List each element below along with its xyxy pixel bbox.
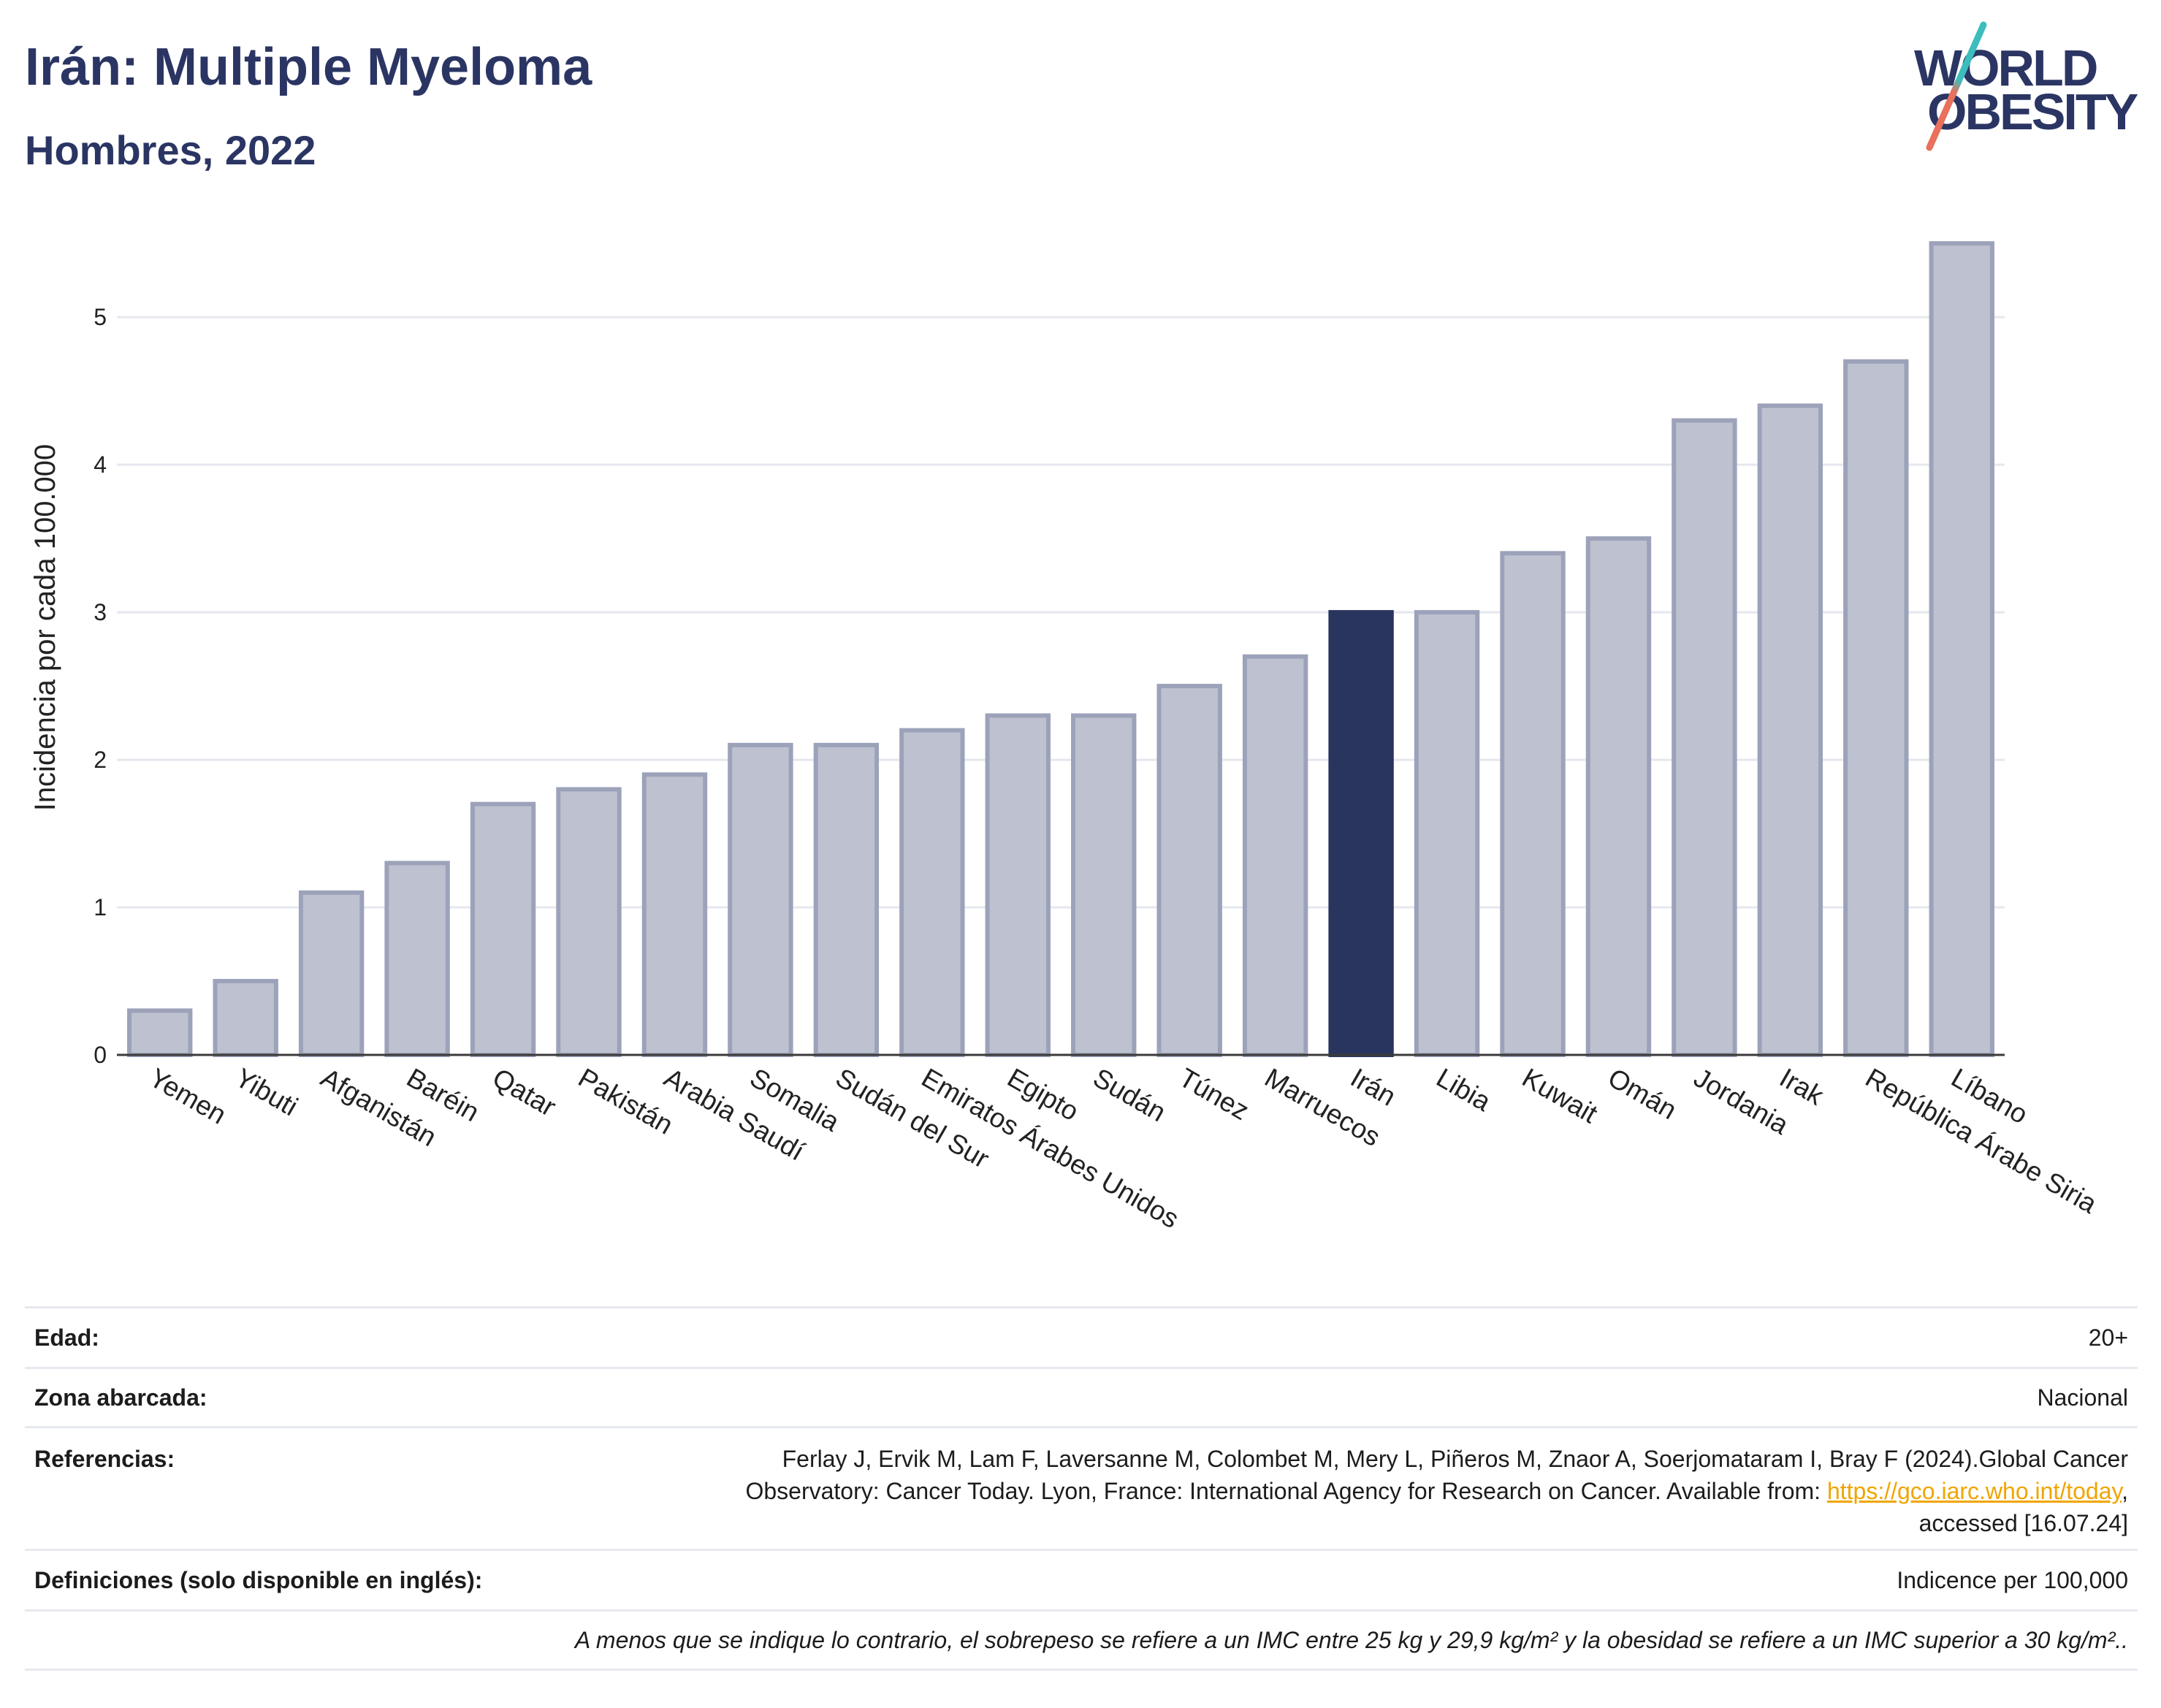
area-value: Nacional [2037, 1384, 2128, 1411]
x-tick-label-irak: Irak [1775, 1062, 1829, 1111]
x-tick-label-yemen: Yemen [145, 1062, 232, 1129]
y-axis-tick-labels: 0 1 2 3 4 5 [94, 304, 107, 1068]
table-row-age: Edad: 20+ [25, 1306, 2138, 1367]
logo-slash-icon [1926, 21, 1987, 151]
x-tick-label-iran: Irán [1346, 1062, 1401, 1111]
bar-republica-arabe-siria [1843, 359, 1909, 1057]
bar-oman [1585, 536, 1652, 1057]
logo-slash-stroke [1926, 21, 1987, 151]
bar-arabia-saudi [641, 772, 708, 1057]
bar-marruecos [1242, 654, 1308, 1057]
bars [127, 241, 1994, 1058]
logo-word-obesity: OBESITY [1927, 83, 2138, 140]
references-text-end: , accessed [16.07.24] [1918, 1478, 2128, 1536]
bar-barein [384, 861, 450, 1057]
y-tick-label-2: 2 [94, 747, 107, 773]
y-tick-label-0: 0 [94, 1042, 107, 1068]
bar-libia [1414, 610, 1480, 1057]
bar-sudan-del-sur [813, 742, 880, 1057]
y-tick-label-1: 1 [94, 894, 107, 920]
bar-somalia [728, 742, 793, 1057]
bar-qatar [470, 801, 536, 1058]
definitions-label: Definiciones (solo disponible en inglés)… [34, 1567, 483, 1593]
bar-egipto [985, 713, 1051, 1057]
y-tick-label-4: 4 [94, 451, 107, 478]
table-row-references: Referencias: Ferlay J, Ervik M, Lam F, L… [25, 1426, 2138, 1549]
definitions-value: Indicence per 100,000 [1897, 1567, 2128, 1593]
y-tick-label-3: 3 [94, 599, 107, 625]
references-value: Ferlay J, Ervik M, Lam F, Laversanne M, … [682, 1443, 2128, 1539]
y-axis-title: Incidencia por cada 100.000 [29, 444, 61, 812]
bar-sudan [1071, 713, 1137, 1057]
table-row-note: A menos que se indique lo contrario, el … [25, 1609, 2138, 1671]
bar-pakistan [556, 787, 622, 1057]
info-table: Edad: 20+ Zona abarcada: Nacional Refere… [25, 1306, 2138, 1671]
x-tick-label-oman: Omán [1603, 1062, 1682, 1125]
age-value: 20+ [2088, 1324, 2128, 1351]
bar-yibuti [213, 979, 278, 1057]
x-tick-label-yibuti: Yibuti [230, 1062, 302, 1121]
references-link[interactable]: https://gco.iarc.who.int/today [1826, 1478, 2122, 1504]
table-row-area: Zona abarcada: Nacional [25, 1367, 2138, 1426]
x-tick-label-jordania: Jordania [1689, 1062, 1794, 1140]
bar-kuwait [1500, 551, 1566, 1057]
logo-word-world: WORLD [1914, 39, 2098, 96]
bar-irak [1757, 403, 1823, 1057]
x-tick-label-sudan: Sudán [1089, 1062, 1171, 1127]
x-tick-label-tunez: Túnez [1174, 1062, 1254, 1126]
x-tick-label-kuwait: Kuwait [1517, 1062, 1603, 1129]
table-row-definitions: Definiciones (solo disponible en inglés)… [25, 1549, 2138, 1609]
bar-iran [1328, 610, 1394, 1057]
chart-title: Irán: Multiple Myeloma [25, 38, 592, 96]
chart-subtitle: Hombres, 2022 [25, 127, 316, 173]
world-obesity-logo[interactable]: WORLD OBESITY [1899, 15, 2148, 161]
x-tick-label-qatar: Qatar [487, 1062, 561, 1122]
x-tick-label-pakistan: Pakistán [573, 1062, 678, 1140]
references-label: Referencias: [34, 1446, 175, 1472]
y-tick-label-5: 5 [94, 304, 107, 330]
bar-yemen [127, 1008, 193, 1058]
bar-libano [1929, 241, 1994, 1058]
bar-jordania [1672, 418, 1737, 1057]
bar-emiratos-arabes-unidos [899, 728, 965, 1058]
bar-tunez [1156, 684, 1222, 1057]
x-tick-label-libia: Libia [1431, 1062, 1496, 1117]
area-label: Zona abarcada: [34, 1384, 207, 1411]
footnote: A menos que se indique lo contrario, el … [574, 1627, 2128, 1653]
age-label: Edad: [34, 1324, 99, 1351]
bar-afganistan [298, 890, 365, 1057]
references-text: Ferlay J, Ervik M, Lam F, Laversanne M, … [745, 1446, 2128, 1504]
